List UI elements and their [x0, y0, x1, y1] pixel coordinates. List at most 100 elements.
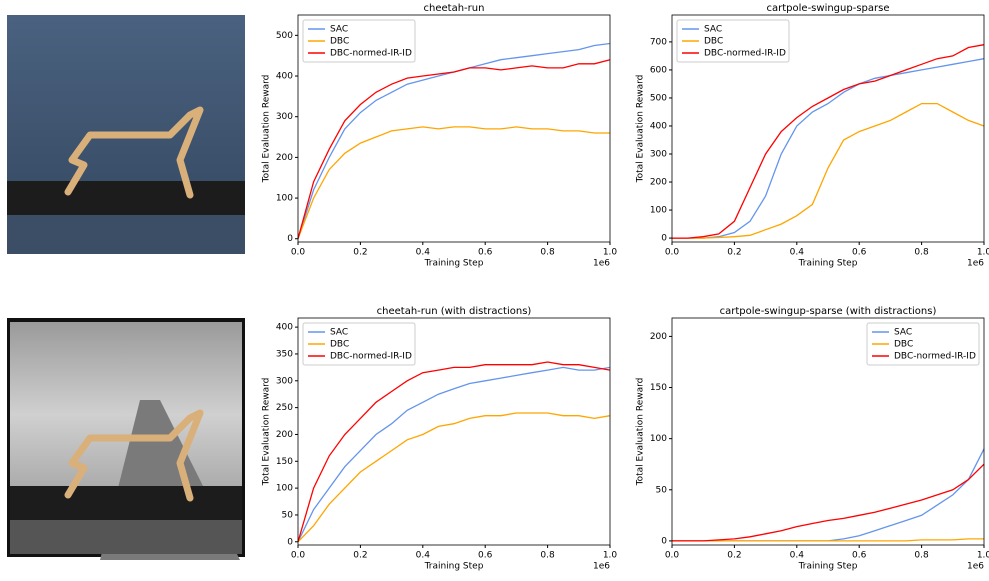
legend-label: SAC	[330, 328, 348, 338]
x-tick-label: 0.8	[914, 248, 929, 258]
x-tick-label: 0.0	[665, 248, 680, 258]
x-offset-label: 1e6	[967, 562, 984, 572]
plot-frame	[671, 14, 985, 243]
legend-label: DBC	[704, 37, 723, 47]
y-tick-label: 350	[276, 349, 293, 359]
legend-label: DBC-normed-IR-ID	[704, 49, 786, 59]
chart: cheetah-run (with distractions) 0.0 0.2 0.4…	[262, 306, 618, 572]
env-image-distraction	[7, 318, 245, 560]
x-tick-label: 0.8	[540, 248, 555, 258]
x-tick-label: 0.4	[416, 551, 431, 561]
x-offset-label: 1e6	[593, 562, 610, 572]
y-tick-label: 100	[650, 206, 667, 216]
x-tick-label: 0.6	[852, 551, 867, 561]
x-axis-label: Training Step	[798, 259, 858, 269]
series-line	[672, 538, 984, 542]
y-tick-label: 500	[650, 93, 667, 103]
x-offset-label: 1e6	[967, 259, 984, 269]
series-line	[297, 126, 610, 239]
series-line	[297, 412, 611, 543]
legend-box	[676, 19, 790, 63]
env-image	[7, 15, 245, 254]
series-line	[672, 102, 985, 239]
legend-label: DBC-normed-IR-ID	[894, 352, 976, 362]
y-tick-label: 100	[276, 484, 293, 494]
series-line	[672, 44, 985, 239]
plot-frame	[297, 317, 611, 546]
x-tick-label: 0.8	[540, 551, 555, 561]
y-tick-label: 500	[276, 31, 293, 41]
chart-title: cartpole-swingup-sparse	[767, 3, 890, 14]
legend-label: SAC	[330, 25, 348, 35]
y-tick-label: 400	[276, 323, 293, 333]
y-tick-label: 0	[287, 234, 293, 244]
x-tick-label: 1.0	[977, 551, 989, 561]
y-tick-label: 0	[661, 234, 667, 244]
y-tick-label: 200	[650, 332, 667, 342]
x-tick-label: 0.0	[665, 551, 680, 561]
y-axis-label: Total Evaluation Reward	[262, 378, 272, 487]
series-line	[672, 58, 985, 239]
x-tick-label: 0.0	[291, 248, 306, 258]
x-tick-label: 0.2	[353, 248, 367, 258]
y-tick-label: 200	[276, 153, 293, 163]
legend: SAC DBC DBC-normed-IR-ID	[302, 19, 416, 63]
legend-label: DBC-normed-IR-ID	[330, 49, 412, 59]
x-axis-label: Training Step	[424, 259, 484, 269]
x-tick-label: 0.2	[727, 551, 741, 561]
legend-label: DBC	[330, 340, 349, 350]
x-offset-label: 1e6	[593, 259, 610, 269]
x-tick-label: 0.2	[353, 551, 367, 561]
legend: SAC DBC DBC-normed-IR-ID	[866, 322, 980, 366]
x-tick-label: 1.0	[977, 248, 989, 258]
legend: SAC DBC DBC-normed-IR-ID	[302, 322, 416, 366]
x-tick-label: 0.6	[478, 551, 493, 561]
x-tick-label: 1.0	[603, 551, 618, 561]
legend-label: SAC	[704, 25, 722, 35]
chart-title: cartpole-swingup-sparse (with distractio…	[720, 306, 937, 317]
legend-label: DBC-normed-IR-ID	[330, 352, 412, 362]
plot-frame	[297, 14, 611, 243]
y-tick-label: 150	[650, 383, 667, 393]
y-tick-label: 250	[276, 403, 293, 413]
x-tick-label: 0.4	[790, 551, 805, 561]
y-axis-label: Total Evaluation Reward	[262, 75, 272, 184]
chart: cartpole-swingup-sparse 0.0 0.2 0.4 0.6 0.8 1.…	[636, 3, 989, 269]
plot-frame	[671, 317, 985, 546]
x-tick-label: 0.0	[291, 551, 306, 561]
legend-box	[302, 19, 416, 63]
y-tick-label: 150	[276, 457, 293, 467]
x-tick-label: 0.8	[914, 551, 929, 561]
chart-title: cheetah-run (with distractions)	[377, 306, 532, 317]
x-tick-label: 0.6	[852, 248, 867, 258]
series-line	[297, 42, 611, 239]
legend-box	[866, 322, 980, 366]
y-tick-label: 50	[656, 485, 668, 495]
x-tick-label: 0.6	[478, 248, 493, 258]
series-line	[297, 59, 611, 239]
y-tick-label: 0	[661, 536, 667, 546]
y-axis-label: Total Evaluation Reward	[636, 378, 646, 487]
y-tick-label: 200	[650, 178, 667, 188]
chart-title: cheetah-run	[424, 3, 485, 14]
y-tick-label: 0	[287, 537, 293, 547]
y-tick-label: 200	[276, 430, 293, 440]
y-tick-label: 300	[276, 376, 293, 386]
x-tick-label: 0.4	[790, 248, 805, 258]
x-tick-label: 0.2	[727, 248, 741, 258]
legend-box	[302, 322, 416, 366]
x-tick-label: 1.0	[603, 248, 618, 258]
x-tick-label: 0.4	[416, 248, 431, 258]
legend-label: DBC	[330, 37, 349, 47]
y-tick-label: 100	[650, 434, 667, 444]
y-tick-label: 400	[276, 72, 293, 82]
legend-label: DBC	[894, 340, 913, 350]
y-tick-label: 100	[276, 194, 293, 204]
x-axis-label: Training Step	[424, 562, 484, 572]
series-line	[297, 366, 611, 543]
y-tick-label: 300	[276, 112, 293, 122]
y-tick-label: 600	[650, 65, 667, 75]
chart: cartpole-swingup-sparse (with distractio…	[636, 306, 989, 572]
legend: SAC DBC DBC-normed-IR-ID	[676, 19, 790, 63]
